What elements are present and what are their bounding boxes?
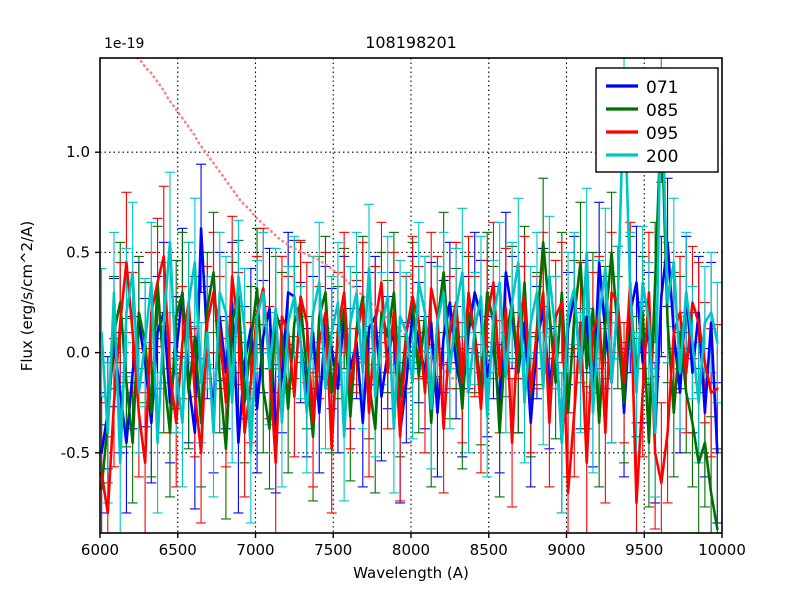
legend-label-085: 085	[646, 101, 678, 121]
y-tick-label: 0.5	[66, 243, 90, 261]
x-tick-label: 10000	[698, 541, 746, 559]
x-tick-label: 6500	[159, 541, 197, 559]
legend-label-095: 095	[646, 124, 678, 144]
y-tick-label: 1.0	[66, 143, 90, 161]
x-tick-label: 8000	[392, 541, 430, 559]
x-tick-label: 9500	[625, 541, 663, 559]
y-axis-offset-label: 1e-19	[104, 36, 144, 52]
x-tick-label: 6000	[81, 541, 119, 559]
y-tick-label: -0.5	[61, 444, 90, 462]
x-axis-title: Wavelength (A)	[353, 564, 469, 582]
page-title: 108198201	[365, 33, 457, 52]
x-tick-label: 9000	[547, 541, 585, 559]
y-axis-title: Flux (erg/s/cm^2/A)	[18, 221, 36, 372]
legend[interactable]: 071 085 095 200	[595, 67, 719, 173]
x-tick-label: 7000	[236, 541, 274, 559]
legend-label-200: 200	[646, 147, 678, 167]
x-tick-label: 7500	[314, 541, 352, 559]
sensitivity-curve	[136, 58, 470, 395]
legend-label-071: 071	[646, 78, 678, 98]
tick-marks	[95, 151, 723, 538]
x-tick-label: 8500	[470, 541, 508, 559]
y-tick-label: 0.0	[66, 344, 90, 362]
tick-labels: 6000 6500 7000 7500 8000 8500 9000 9500 10000 -0.…	[61, 143, 746, 559]
series-lines-layer	[100, 70, 719, 531]
